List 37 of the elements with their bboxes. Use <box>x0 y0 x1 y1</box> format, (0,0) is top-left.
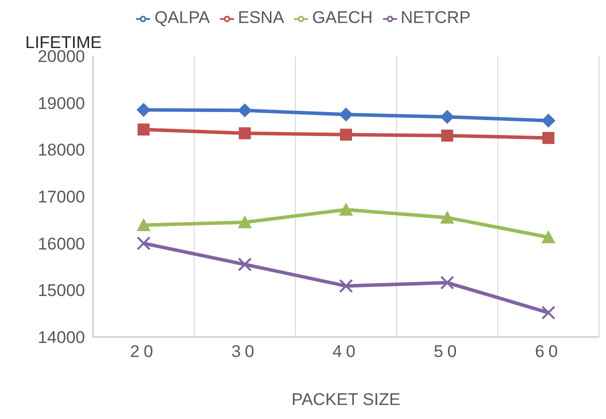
point <box>136 102 151 117</box>
y-tick-label: 20000 <box>38 47 85 66</box>
legend-label: ESNA <box>238 8 284 27</box>
x-tick-label: 60 <box>534 342 562 362</box>
y-tick-label: 14000 <box>38 328 85 348</box>
point <box>136 218 151 232</box>
legend-label: NETCRP <box>400 8 471 27</box>
y-tick-label: 18000 <box>38 140 85 160</box>
x-tick-label: 50 <box>434 342 461 362</box>
point <box>541 114 556 128</box>
x-tick-label: 20 <box>130 342 158 362</box>
point <box>440 276 454 290</box>
x-tick-label: 40 <box>332 342 360 362</box>
point <box>339 108 353 122</box>
point <box>440 210 454 224</box>
point <box>541 230 556 244</box>
y-tick-label: 15000 <box>38 281 85 300</box>
legend-label: GAECH <box>312 8 373 27</box>
point <box>136 236 151 250</box>
point <box>238 257 252 272</box>
point <box>440 110 454 124</box>
point <box>340 128 352 141</box>
x-axis-title: PACKET SIZE <box>292 390 400 409</box>
point <box>238 103 252 118</box>
point <box>238 127 251 140</box>
point <box>339 278 353 293</box>
point <box>541 306 556 320</box>
x-tick-label: 30 <box>231 342 258 362</box>
point <box>339 202 353 216</box>
legend-label: QALPA <box>154 8 210 27</box>
y-tick-label: 16000 <box>38 234 85 254</box>
y-tick-label: 19000 <box>38 94 85 113</box>
y-tick-label: 17000 <box>38 188 85 207</box>
point <box>238 215 252 228</box>
point <box>138 124 150 136</box>
point <box>441 130 454 142</box>
point <box>542 132 554 144</box>
